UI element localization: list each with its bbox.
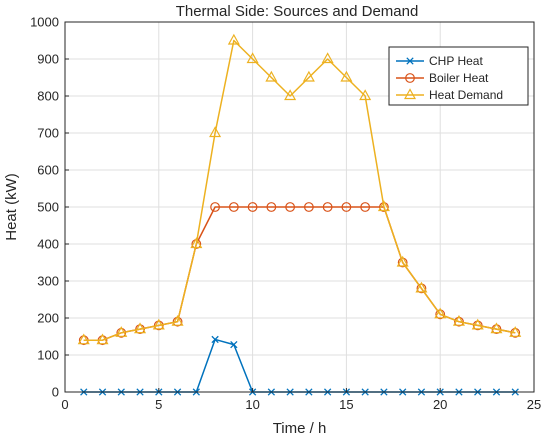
- heat-demand-point: [190, 237, 203, 249]
- x-tick-label: 20: [433, 397, 447, 412]
- chp-heat-line: [83, 338, 516, 393]
- heat-demand-point: [490, 322, 503, 334]
- heat-demand-point: [209, 126, 222, 138]
- legend-swatch-marker: [406, 57, 414, 65]
- legend-entry-heat-demand: Heat Demand: [396, 88, 503, 102]
- boiler-heat-point: [303, 202, 314, 212]
- chp-heat-point: [211, 335, 219, 344]
- x-tick-label: 0: [61, 397, 68, 412]
- boiler-heat-point: [247, 202, 258, 212]
- heat-demand-point: [509, 326, 522, 337]
- boiler-heat-point: [322, 202, 333, 212]
- boiler-heat-line: [83, 206, 516, 341]
- heat-demand-point: [452, 314, 465, 326]
- boiler-heat-point: [341, 202, 352, 212]
- x-tick-label: 15: [339, 397, 353, 412]
- legend-entry-boiler-heat: Boiler Heat: [396, 71, 489, 85]
- heat-demand-point: [284, 89, 297, 101]
- heat-demand-point: [171, 314, 184, 326]
- heat-demand-point: [302, 70, 315, 82]
- heat-demand-point: [246, 52, 259, 64]
- legend-label: CHP Heat: [429, 54, 483, 68]
- series-heat-demand: [77, 33, 522, 345]
- y-tick-label: 0: [52, 385, 59, 400]
- heat-demand-point: [396, 255, 409, 267]
- heat-demand-point: [471, 318, 484, 330]
- legend-swatch-marker: [403, 88, 417, 100]
- heat-demand-point: [227, 33, 240, 45]
- heat-demand-point: [415, 281, 428, 293]
- chart-title: Thermal Side: Sources and Demand: [176, 3, 419, 20]
- y-tick-label: 400: [37, 237, 59, 252]
- heat-demand-point: [115, 326, 128, 337]
- x-tick-label: 25: [527, 397, 541, 412]
- boiler-heat-point: [285, 202, 296, 212]
- boiler-heat-point: [360, 202, 371, 212]
- heat-demand-point: [359, 89, 372, 101]
- heat-demand-point: [96, 333, 109, 345]
- x-tick-label: 10: [245, 397, 259, 412]
- boiler-heat-point: [266, 202, 277, 212]
- heat-demand-point: [377, 200, 390, 212]
- heat-demand-point: [265, 70, 278, 82]
- heat-demand-point: [434, 307, 447, 319]
- boiler-heat-point: [210, 202, 220, 212]
- y-tick-label: 600: [37, 163, 59, 178]
- legend-swatch-marker: [405, 73, 415, 83]
- x-axis-label: Time / h: [273, 420, 327, 437]
- y-tick-label: 500: [37, 200, 59, 215]
- y-axis-label: Heat (kW): [3, 173, 20, 241]
- heat-demand-point: [134, 322, 147, 334]
- series-chp-heat: [80, 335, 519, 396]
- y-tick-label: 700: [37, 126, 59, 141]
- y-tick-label: 1000: [30, 15, 59, 30]
- heat-demand-point: [321, 52, 334, 64]
- legend-entry-chp-heat: CHP Heat: [396, 54, 483, 68]
- axis-ticks: 0 5 10 15 20 25 0 100 200 300 400 500 600 700 800 900 10…: [30, 15, 541, 413]
- heat-demand-point: [77, 333, 90, 345]
- y-tick-label: 900: [37, 52, 59, 67]
- chp-heat-point: [230, 340, 238, 349]
- boiler-heat-point: [228, 202, 239, 212]
- legend-label: Boiler Heat: [429, 71, 489, 85]
- heat-demand-point: [340, 70, 353, 82]
- y-tick-label: 100: [37, 348, 59, 363]
- x-tick-label: 5: [155, 397, 162, 412]
- legend-label: Heat Demand: [429, 88, 503, 102]
- y-tick-label: 200: [37, 311, 59, 326]
- heat-demand-point: [152, 318, 165, 330]
- y-tick-label: 800: [37, 89, 59, 104]
- legend: CHP Heat Boiler Heat Heat Demand: [388, 46, 529, 106]
- series-boiler-heat: [78, 202, 521, 346]
- y-tick-label: 300: [37, 274, 59, 289]
